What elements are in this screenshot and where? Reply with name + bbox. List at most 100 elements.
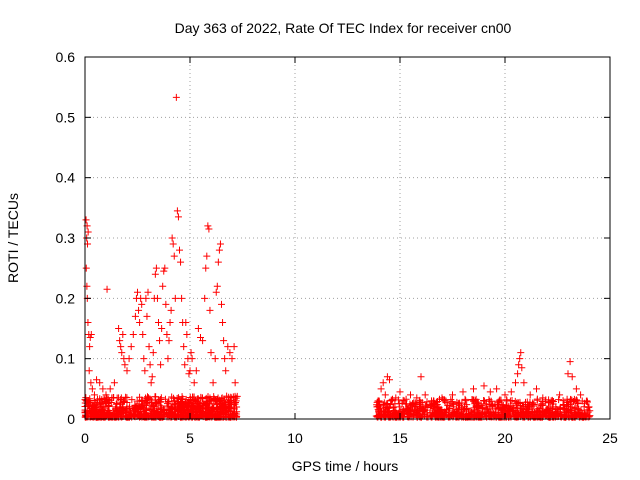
data-point <box>118 349 126 357</box>
data-point <box>410 399 418 407</box>
data-point <box>455 401 463 409</box>
data-point <box>112 400 120 408</box>
x-tick-label: 0 <box>81 430 89 446</box>
data-point <box>485 396 493 404</box>
data-point <box>511 397 519 405</box>
data-point <box>385 404 393 412</box>
data-point <box>566 358 574 366</box>
data-point <box>498 403 506 411</box>
data-point <box>500 404 508 412</box>
data-point <box>98 411 106 419</box>
data-point <box>522 398 530 406</box>
data-point <box>216 409 224 417</box>
y-tick-label: 0.6 <box>56 49 76 65</box>
data-point <box>574 400 582 408</box>
data-point <box>461 395 469 403</box>
data-point <box>163 331 171 339</box>
chart-title: Day 363 of 2022, Rate Of TEC Index for r… <box>175 20 512 36</box>
data-point <box>508 397 516 405</box>
data-point <box>480 382 488 390</box>
data-point <box>394 396 402 404</box>
data-point <box>434 406 442 414</box>
data-point <box>139 331 147 339</box>
data-point <box>216 240 224 248</box>
data-point <box>448 409 456 417</box>
data-point <box>403 406 411 414</box>
x-tick-label: 10 <box>287 430 303 446</box>
data-point <box>120 408 128 416</box>
data-point <box>93 376 101 384</box>
data-point <box>441 409 449 417</box>
data-point <box>169 240 177 248</box>
data-point <box>115 394 123 402</box>
data-point <box>418 406 426 414</box>
data-point <box>374 397 382 405</box>
data-point <box>516 355 524 363</box>
data-point <box>436 410 444 418</box>
data-point <box>421 391 429 399</box>
data-point <box>533 395 541 403</box>
data-point <box>447 396 455 404</box>
data-point <box>573 404 581 412</box>
data-point <box>577 406 585 414</box>
data-point <box>224 343 232 351</box>
data-point <box>122 393 130 401</box>
data-point <box>226 349 234 357</box>
data-point <box>528 400 536 408</box>
data-point <box>141 367 149 375</box>
data-point <box>177 258 185 266</box>
y-tick-label: 0.2 <box>56 290 76 306</box>
data-point <box>210 395 218 403</box>
data-point <box>228 411 236 419</box>
data-point <box>213 282 221 290</box>
data-point <box>484 410 492 418</box>
data-point <box>508 407 516 415</box>
data-point <box>548 396 556 404</box>
data-point <box>149 349 157 357</box>
data-point <box>384 400 392 408</box>
data-point <box>156 337 164 345</box>
data-point <box>513 410 521 418</box>
data-point <box>106 410 114 418</box>
data-point <box>180 343 188 351</box>
data-point <box>556 405 564 413</box>
data-point <box>190 393 198 401</box>
data-point <box>158 325 166 332</box>
y-tick-label: 0.4 <box>56 170 76 186</box>
data-point <box>162 300 170 308</box>
data-point <box>125 355 133 363</box>
y-axis-label: ROTI / TECUs <box>5 193 21 283</box>
data-point <box>220 337 228 345</box>
data-point <box>399 408 407 416</box>
data-point <box>232 398 240 406</box>
data-point <box>478 404 486 412</box>
x-tick-label: 5 <box>186 430 194 446</box>
data-point <box>123 367 131 375</box>
data-point <box>526 391 534 399</box>
data-point <box>387 396 395 404</box>
data-point <box>543 405 551 413</box>
data-point <box>204 222 212 230</box>
data-point <box>564 408 572 416</box>
data-point <box>431 400 439 408</box>
x-tick-label: 20 <box>497 430 513 446</box>
data-point <box>483 405 491 413</box>
data-point <box>486 388 494 396</box>
data-point <box>99 385 107 393</box>
data-point <box>205 225 213 233</box>
data-point <box>493 385 501 393</box>
data-point <box>208 404 216 412</box>
data-point <box>203 252 211 260</box>
data-point <box>82 397 90 405</box>
data-point <box>421 402 429 410</box>
data-point <box>154 398 162 406</box>
data-point <box>168 393 176 401</box>
data-point <box>167 404 175 412</box>
data-point <box>159 282 167 290</box>
data-point <box>529 410 537 418</box>
data-point <box>218 300 225 308</box>
data-point <box>121 361 129 369</box>
data-point <box>450 403 458 411</box>
data-point <box>422 401 430 409</box>
